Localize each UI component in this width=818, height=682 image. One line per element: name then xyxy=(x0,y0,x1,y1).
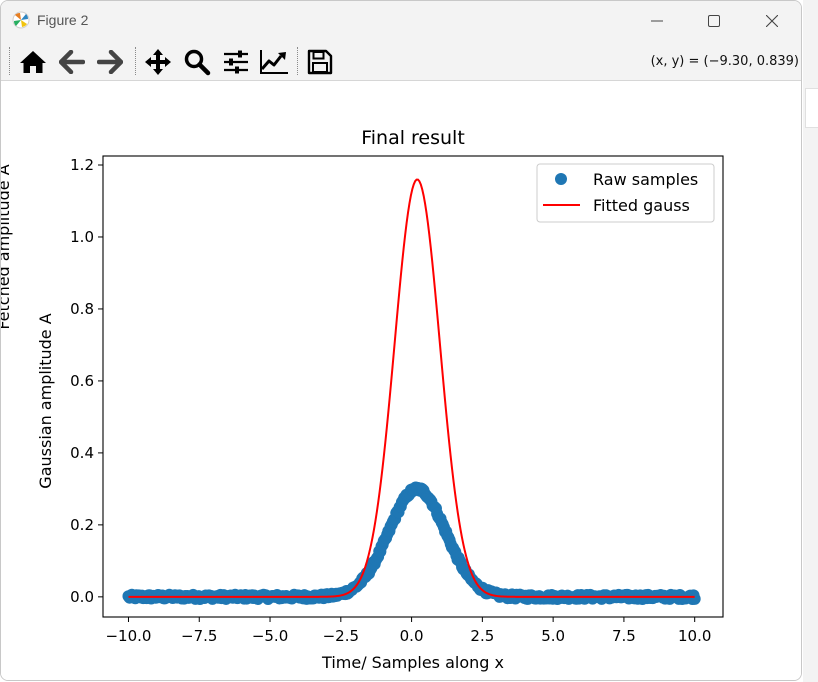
series-fitted-gauss-line xyxy=(128,178,695,598)
zoom-icon xyxy=(184,49,211,76)
home-icon xyxy=(20,51,46,73)
x-tick-label: −5.0 xyxy=(252,627,288,645)
y-tick-label: 0.2 xyxy=(70,516,94,534)
edit-axes-button[interactable] xyxy=(257,45,291,79)
maximize-button[interactable] xyxy=(685,1,743,41)
x-tick-label: −10.0 xyxy=(105,627,151,645)
close-button[interactable] xyxy=(743,1,801,41)
x-tick-label: 0.0 xyxy=(400,627,424,645)
x-tick-label: 7.5 xyxy=(612,627,636,645)
x-tick-label: 5.0 xyxy=(541,627,565,645)
subplots-button[interactable] xyxy=(219,45,253,79)
legend-marker-raw-samples xyxy=(555,173,567,185)
legend: Raw samples Fitted gauss xyxy=(536,163,715,223)
background-panel xyxy=(805,88,818,128)
y-tick-label: 0.0 xyxy=(70,588,94,606)
matplotlib-logo-icon xyxy=(12,11,30,29)
y-tick-label: 1.2 xyxy=(70,156,94,174)
axes-frame xyxy=(102,155,724,618)
figure-canvas[interactable]: Fetched amplitude A −10.0 −7.5 −5.0 −2.5 0.0… xyxy=(1,82,802,681)
legend-box xyxy=(536,163,715,223)
y-axis-label: Gaussian amplitude A xyxy=(36,313,55,488)
window-title: Figure 2 xyxy=(37,12,89,28)
cursor-coordinates: (x, y) = (−9.30, 0.839) xyxy=(650,54,799,69)
x-axis-label: Time/ Samples along x xyxy=(321,653,504,672)
legend-label-raw-samples: Raw samples xyxy=(593,170,698,189)
pan-button[interactable] xyxy=(141,45,175,79)
chart[interactable]: Fetched amplitude A −10.0 −7.5 −5.0 −2.5 0.0… xyxy=(1,82,802,681)
toolbar-separator xyxy=(135,47,136,75)
zoom-button[interactable] xyxy=(180,45,214,79)
back-button[interactable] xyxy=(55,45,89,79)
navigation-toolbar: (x, y) = (−9.30, 0.839) xyxy=(1,41,801,81)
close-icon xyxy=(766,15,778,27)
y-tick-label: 1.0 xyxy=(70,228,94,246)
edit-axes-icon xyxy=(260,50,288,74)
x-tick-label: −2.5 xyxy=(323,627,359,645)
x-tick-label: 10.0 xyxy=(678,627,711,645)
forward-button[interactable] xyxy=(93,45,127,79)
legend-label-fitted-gauss: Fitted gauss xyxy=(593,196,690,215)
pan-icon xyxy=(145,49,171,75)
save-button[interactable] xyxy=(303,45,337,79)
x-tick-label: −7.5 xyxy=(181,627,217,645)
maximize-icon xyxy=(708,15,720,27)
home-button[interactable] xyxy=(16,45,50,79)
axes-ticks: −10.0 −7.5 −5.0 −2.5 0.0 2.5 5.0 7.5 10.0 0.0 0.2 0… xyxy=(70,156,711,645)
y-tick-label: 0.6 xyxy=(70,372,94,390)
plot-area xyxy=(122,178,701,605)
forward-icon xyxy=(97,50,123,74)
minimize-button[interactable] xyxy=(628,1,686,41)
back-icon xyxy=(59,50,85,74)
background-window xyxy=(803,0,818,682)
subplots-icon xyxy=(224,50,248,74)
title-bar[interactable]: Figure 2 xyxy=(1,1,801,41)
data-point xyxy=(688,592,701,605)
toolbar-separator xyxy=(297,47,298,75)
toolbar-grip xyxy=(9,47,10,75)
save-icon xyxy=(307,49,333,75)
figure-window: Figure 2 xyxy=(0,0,802,681)
chart-title: Final result xyxy=(361,127,465,149)
clipped-axis-label: Fetched amplitude A xyxy=(1,164,13,329)
x-tick-label: 2.5 xyxy=(470,627,494,645)
y-tick-label: 0.4 xyxy=(70,444,94,462)
y-tick-label: 0.8 xyxy=(70,300,94,318)
minimize-icon xyxy=(651,20,663,22)
